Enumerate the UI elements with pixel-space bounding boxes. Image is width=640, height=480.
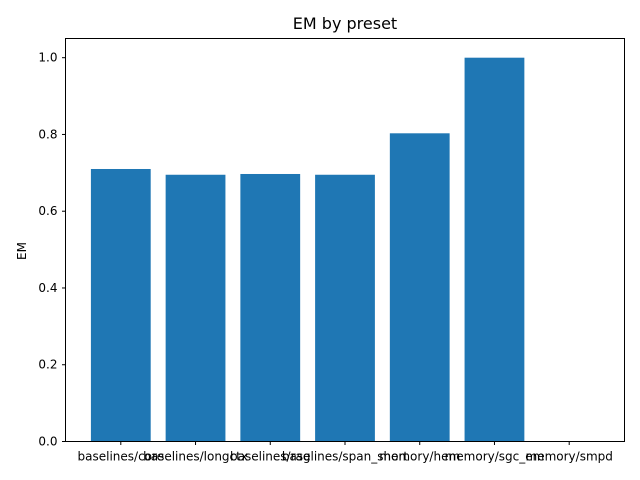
bar-memory-hem bbox=[389, 133, 450, 442]
bar-baselines-rag bbox=[240, 173, 301, 442]
bar-baselines-longctx bbox=[165, 174, 226, 442]
y-axis-label: EM bbox=[15, 242, 29, 260]
y-tick-label: 0.0 bbox=[38, 435, 57, 449]
x-tick-label: baselines/core bbox=[78, 450, 165, 464]
bars bbox=[90, 57, 525, 442]
y-tick-label: 0.8 bbox=[38, 127, 57, 141]
y-tick-label: 1.0 bbox=[38, 51, 57, 65]
y-tick-label: 0.2 bbox=[38, 358, 57, 372]
y-axis-ticks: 0.0 0.2 0.4 0.6 0.8 1.0 bbox=[38, 51, 66, 449]
x-tick-label: baselines/longctx bbox=[143, 450, 248, 464]
x-tick-label: baselines/span_short bbox=[282, 450, 409, 464]
bar-baselines-span-short bbox=[315, 174, 375, 442]
plot-frame bbox=[65, 38, 625, 442]
bar-memory-sgc-em bbox=[464, 57, 525, 442]
x-tick-label: memory/smpd bbox=[526, 450, 613, 464]
chart-title: EM by preset bbox=[293, 14, 397, 33]
x-tick-label: memory/hem bbox=[379, 450, 460, 464]
x-tick-label: baselines/rag bbox=[230, 450, 310, 464]
y-tick-label: 0.4 bbox=[38, 281, 57, 295]
y-tick-label: 0.6 bbox=[38, 204, 57, 218]
bar-baselines-core bbox=[90, 168, 151, 442]
x-axis-ticks: baselines/corebaselines/longctxbaselines… bbox=[78, 441, 613, 464]
x-tick-label: memory/sgc_em bbox=[445, 450, 545, 464]
